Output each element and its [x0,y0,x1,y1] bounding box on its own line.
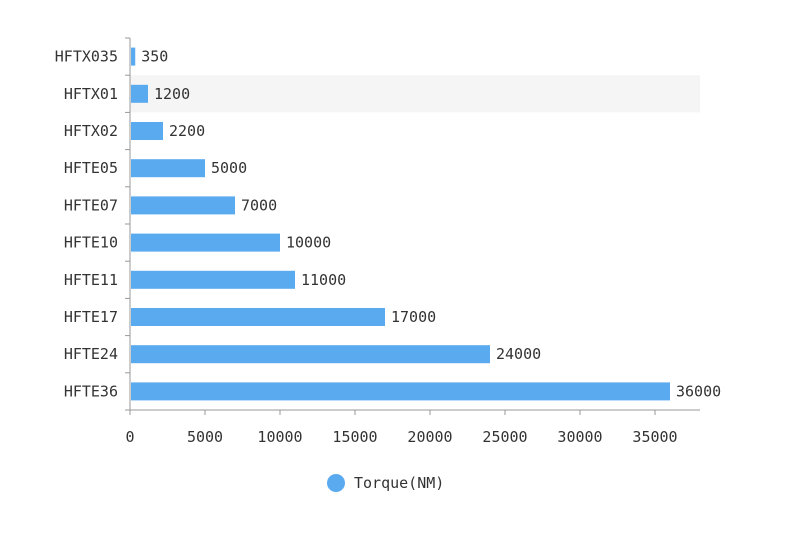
category-label: HFTX035 [55,48,118,66]
value-label: 350 [141,48,168,66]
value-label: 17000 [391,308,436,326]
category-label: HFTX02 [64,122,118,140]
bar-hfte36[interactable] [131,382,670,401]
value-label: 2200 [169,122,205,140]
bar-hftx035[interactable] [131,47,136,66]
x-tick-label: 10000 [257,428,302,446]
bar-hfte07[interactable] [131,196,235,215]
bar-hfte05[interactable] [131,159,205,178]
category-label: HFTE17 [64,308,118,326]
axis-layer [125,37,700,415]
category-label: HFTX01 [64,85,118,103]
legend-marker[interactable] [327,474,345,492]
labels-layer: HFTX035 350 HFTX01 1200 HFTX02 2200 HFTE05 5000… [55,48,721,446]
x-tick-label: 20000 [407,428,452,446]
row-highlight-band [130,75,700,113]
value-label: 5000 [211,159,247,177]
x-tick-label: 30000 [557,428,602,446]
category-label: HFTE11 [64,271,118,289]
value-label: 1200 [154,85,190,103]
x-tick-label: 15000 [332,428,377,446]
bar-hftx01[interactable] [131,84,148,103]
value-label: 11000 [301,271,346,289]
legend-label[interactable]: Torque(NM) [354,474,444,492]
row-highlight-layer [130,75,700,113]
category-label: HFTE10 [64,234,118,252]
value-label: 10000 [286,234,331,252]
category-label: HFTE36 [64,382,118,400]
bar-hfte24[interactable] [131,345,490,364]
bar-hfte11[interactable] [131,270,295,289]
bar-hfte17[interactable] [131,308,385,326]
x-tick-label: 5000 [187,428,223,446]
x-tick-label: 25000 [482,428,527,446]
x-tick-label: 35000 [632,428,677,446]
bar-hftx02[interactable] [131,122,163,140]
x-tick-label: 0 [125,428,134,446]
value-label: 7000 [241,196,277,214]
category-label: HFTE07 [64,196,118,214]
category-label: HFTE05 [64,159,118,177]
bars-layer [131,47,670,401]
bar-hfte10[interactable] [131,233,280,252]
value-label: 24000 [496,345,541,363]
legend[interactable]: Torque(NM) [327,474,444,492]
value-label: 36000 [676,382,721,400]
category-label: HFTE24 [64,345,118,363]
